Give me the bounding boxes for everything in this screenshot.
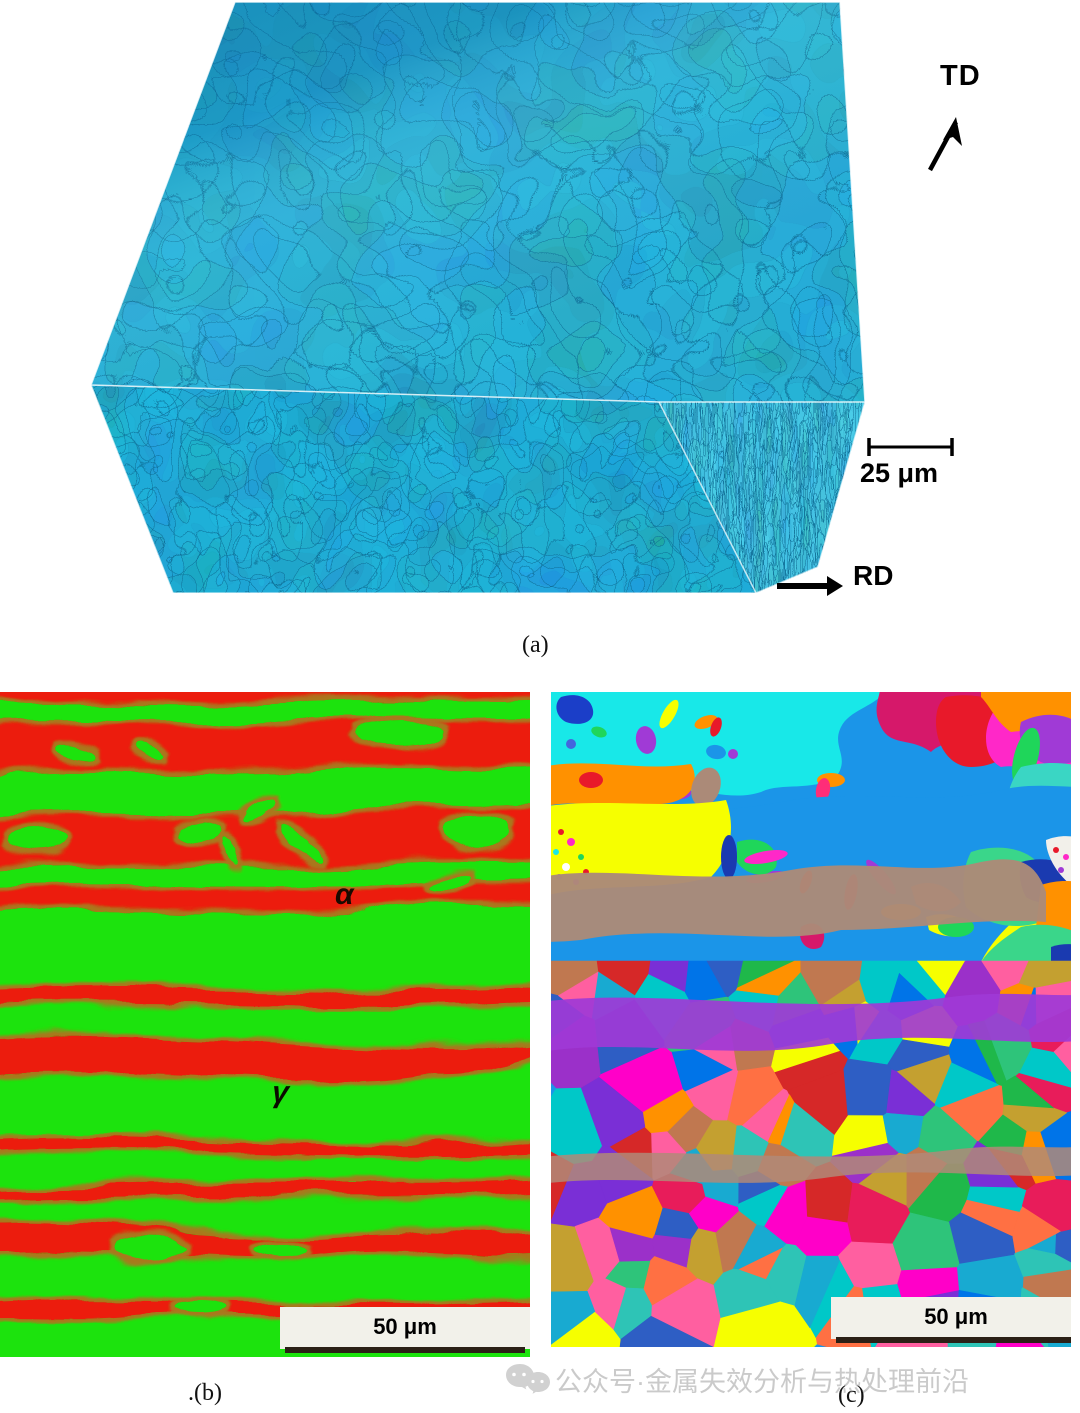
svg-text:50 μm: 50 μm: [924, 1304, 988, 1329]
svg-text:50 μm: 50 μm: [373, 1314, 437, 1339]
svg-text:α: α: [335, 878, 355, 911]
